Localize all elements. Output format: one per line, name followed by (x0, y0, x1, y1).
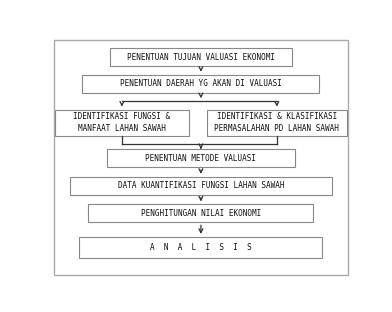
Text: A  N  A  L  I  S  I  S: A N A L I S I S (150, 243, 252, 252)
FancyBboxPatch shape (107, 149, 295, 167)
FancyBboxPatch shape (207, 110, 347, 136)
Text: PENENTUAN TUJUAN VALUASI EKONOMI: PENENTUAN TUJUAN VALUASI EKONOMI (127, 53, 275, 62)
Text: IDENTIFIKASI & KLASIFIKASI
PERMASALAHAN PD LAHAN SAWAH: IDENTIFIKASI & KLASIFIKASI PERMASALAHAN … (214, 112, 339, 134)
Text: IDENTIFIKASI FUNGSI &
MANFAAT LAHAN SAWAH: IDENTIFIKASI FUNGSI & MANFAAT LAHAN SAWA… (73, 112, 171, 134)
FancyBboxPatch shape (79, 237, 322, 258)
Text: PENENTUAN DAERAH YG AKAN DI VALUASI: PENENTUAN DAERAH YG AKAN DI VALUASI (120, 79, 282, 88)
FancyBboxPatch shape (89, 204, 313, 222)
FancyBboxPatch shape (54, 40, 348, 275)
FancyBboxPatch shape (82, 75, 319, 93)
FancyBboxPatch shape (110, 48, 292, 66)
Text: PENGHITUNGAN NILAI EKONOMI: PENGHITUNGAN NILAI EKONOMI (141, 209, 261, 218)
Text: PENENTUAN METODE VALUASI: PENENTUAN METODE VALUASI (145, 154, 256, 163)
FancyBboxPatch shape (55, 110, 189, 136)
FancyBboxPatch shape (70, 177, 332, 195)
Text: DATA KUANTIFIKASI FUNGSI LAHAN SAWAH: DATA KUANTIFIKASI FUNGSI LAHAN SAWAH (118, 181, 284, 190)
